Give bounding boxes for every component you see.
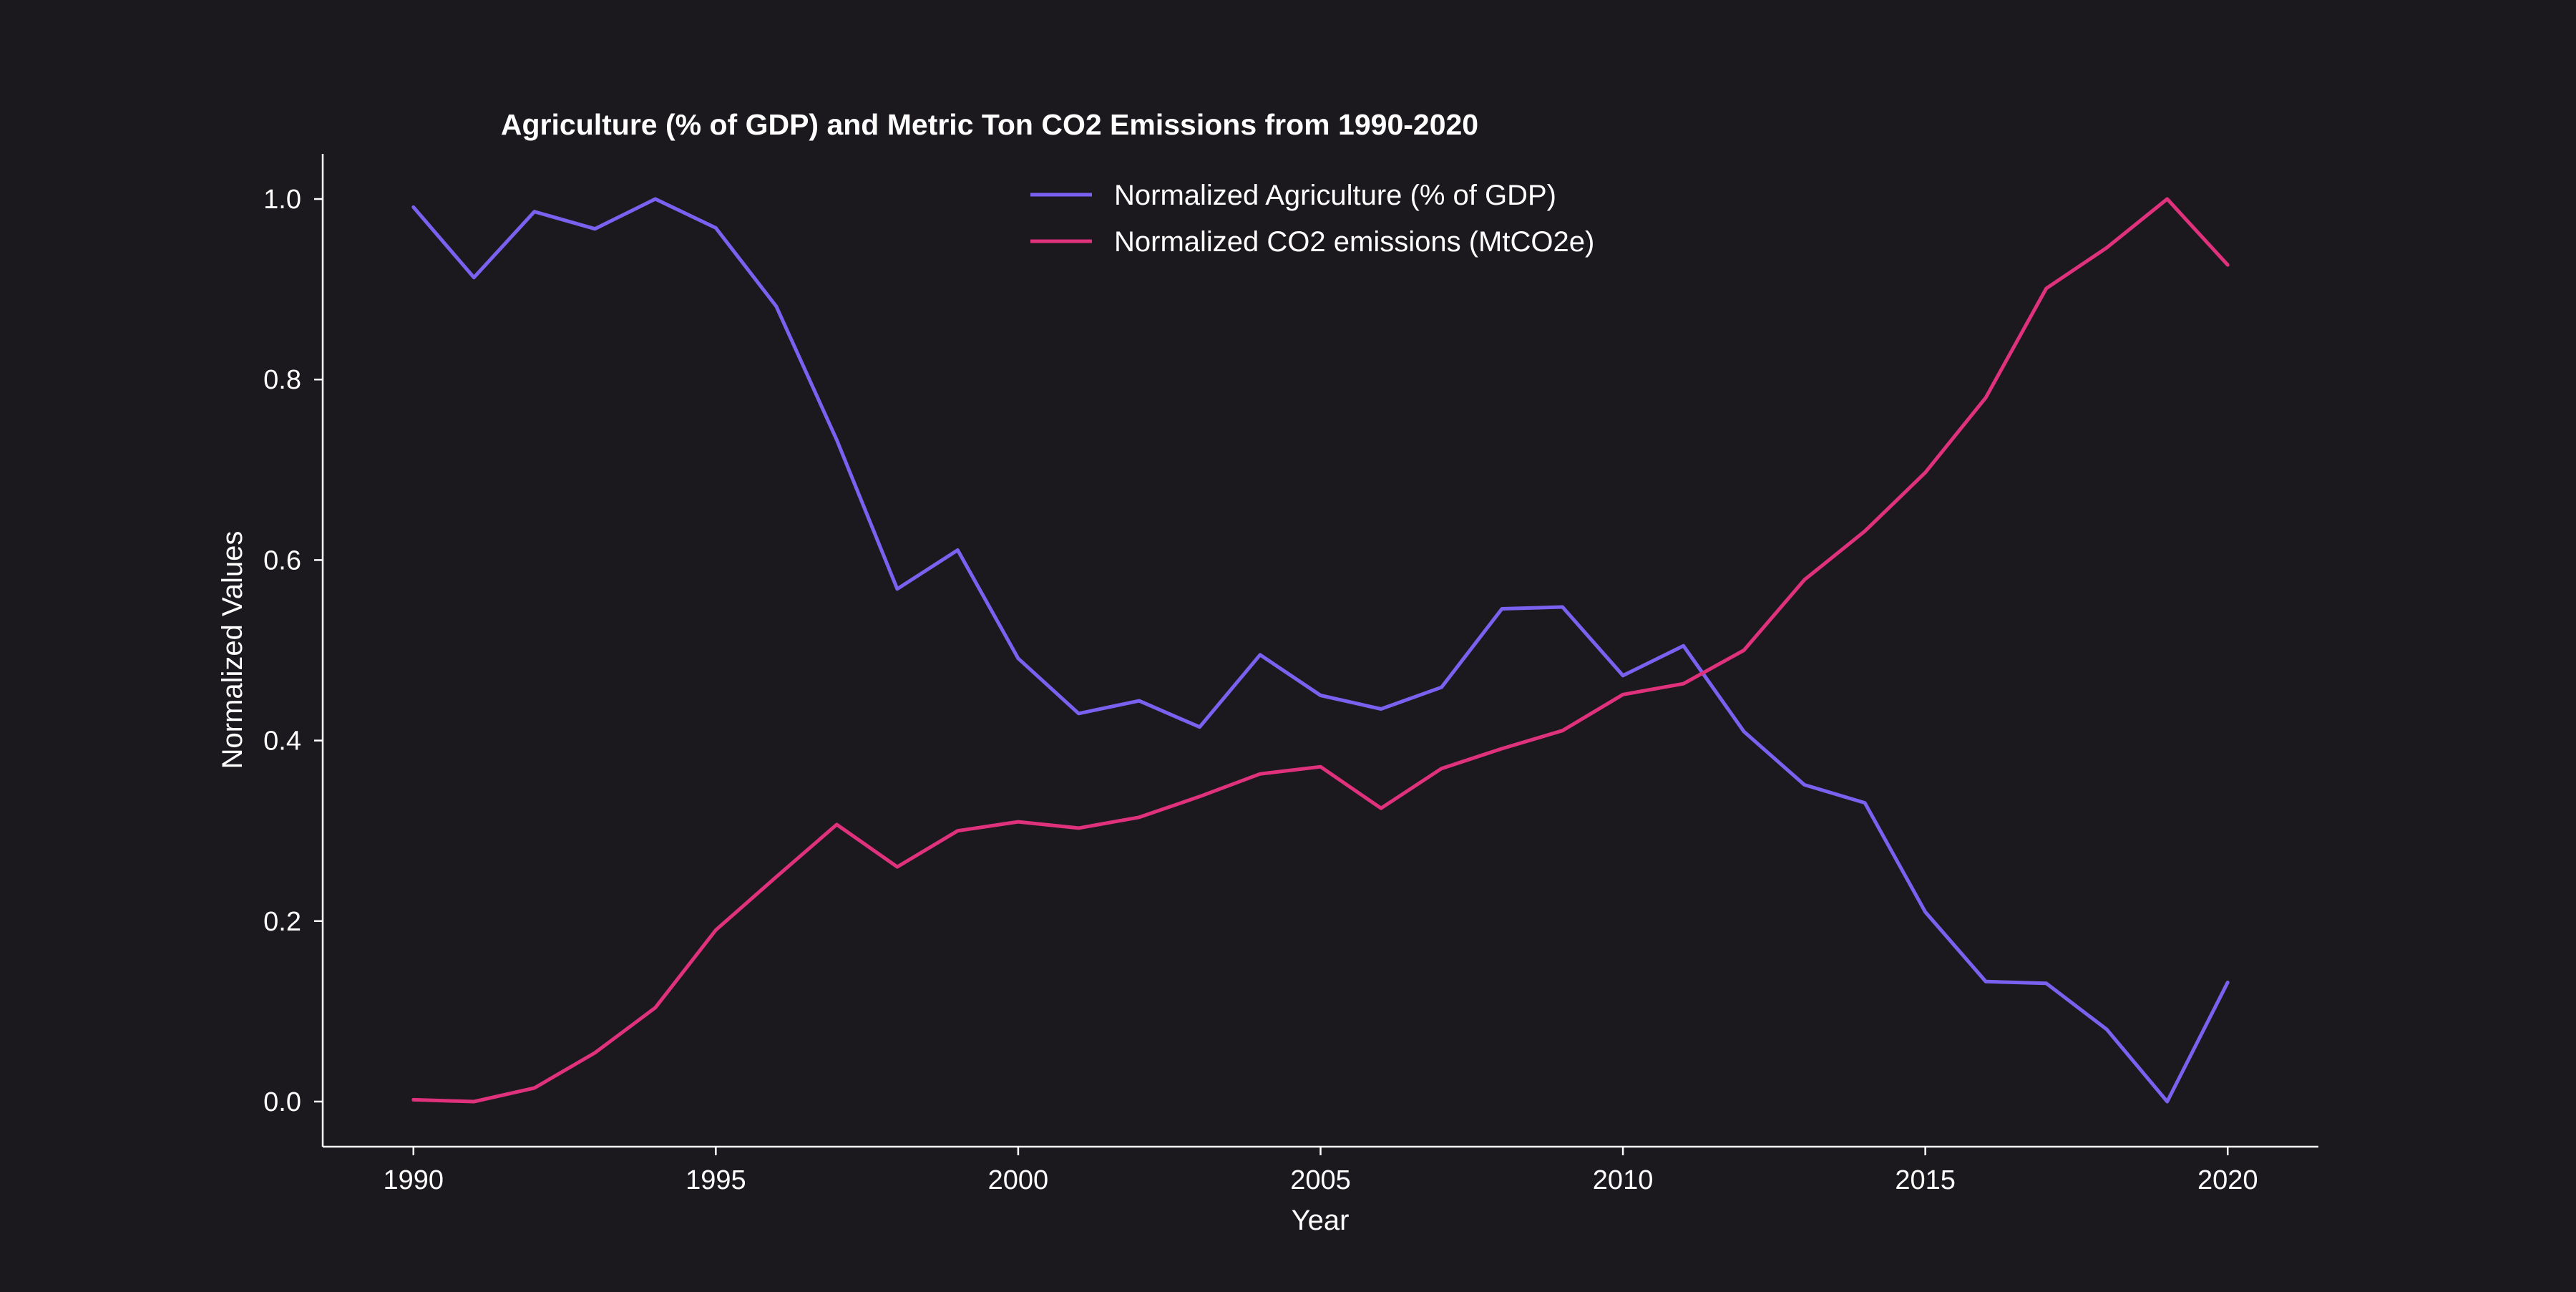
y-tick-label: 0.6 [263,545,301,575]
series-line-2 [411,197,2230,1104]
x-ticks: 1990 1995 2000 2005 2010 2015 2020 [383,1147,2258,1195]
y-tick-label: 0.0 [263,1087,301,1117]
series-line-1 [411,197,2230,1104]
x-axis-label: Year [1292,1205,1350,1236]
x-tick-label: 1995 [686,1165,746,1195]
y-ticks: 0.0 0.2 0.4 0.6 0.8 1.0 [263,185,323,1117]
x-tick-label: 2000 [988,1165,1049,1195]
y-tick-label: 0.2 [263,907,301,937]
axes [321,154,2318,1148]
legend-label-2: Normalized CO2 emissions (MtCO2e) [1114,226,1594,258]
y-tick-label: 0.4 [263,727,301,757]
y-tick-label: 1.0 [263,185,301,215]
x-tick-label: 2015 [1895,1165,1956,1195]
x-tick-label: 2020 [2197,1165,2258,1195]
x-tick-label: 2010 [1593,1165,1654,1195]
y-axis-label: Normalized Values [217,531,248,769]
x-tick-label: 1990 [383,1165,444,1195]
series-lines [411,197,2230,1104]
legend: Normalized Agriculture (% of GDP) Normali… [1030,180,1594,258]
y-tick-label: 0.8 [263,365,301,395]
chart-title: Agriculture (% of GDP) and Metric Ton CO… [501,108,1478,141]
legend-label-1: Normalized Agriculture (% of GDP) [1114,180,1556,211]
x-tick-label: 2005 [1290,1165,1351,1195]
